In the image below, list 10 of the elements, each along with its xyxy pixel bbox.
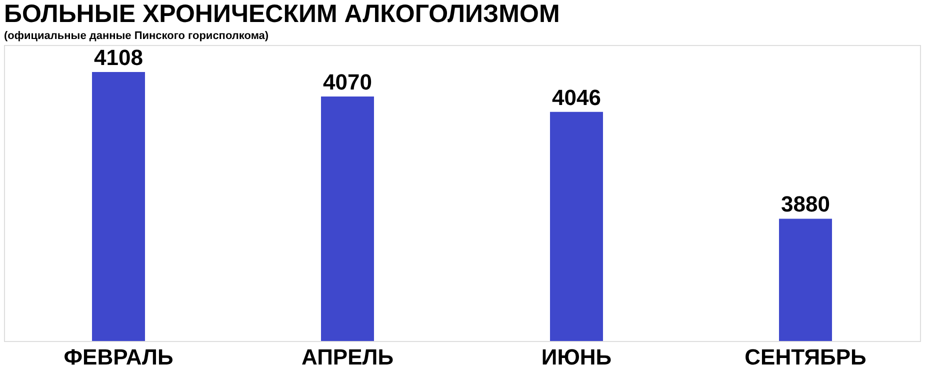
- x-tick-label: ФЕВРАЛЬ: [64, 344, 174, 370]
- data-label: 4070: [323, 69, 372, 94]
- x-tick-label: СЕНТЯБРЬ: [744, 344, 867, 370]
- chart-title: БОЛЬНЫЕ ХРОНИЧЕСКИМ АЛКОГОЛИЗМОМ: [4, 0, 560, 28]
- x-tick-label: АПРЕЛЬ: [301, 344, 394, 370]
- data-label: 3880: [781, 192, 830, 217]
- chart-subtitle: (официальные данные Пинского горисполкома): [4, 30, 269, 42]
- x-tick-label: ИЮНЬ: [541, 344, 612, 370]
- data-label: 4046: [552, 84, 601, 110]
- data-label: 4108: [94, 45, 143, 70]
